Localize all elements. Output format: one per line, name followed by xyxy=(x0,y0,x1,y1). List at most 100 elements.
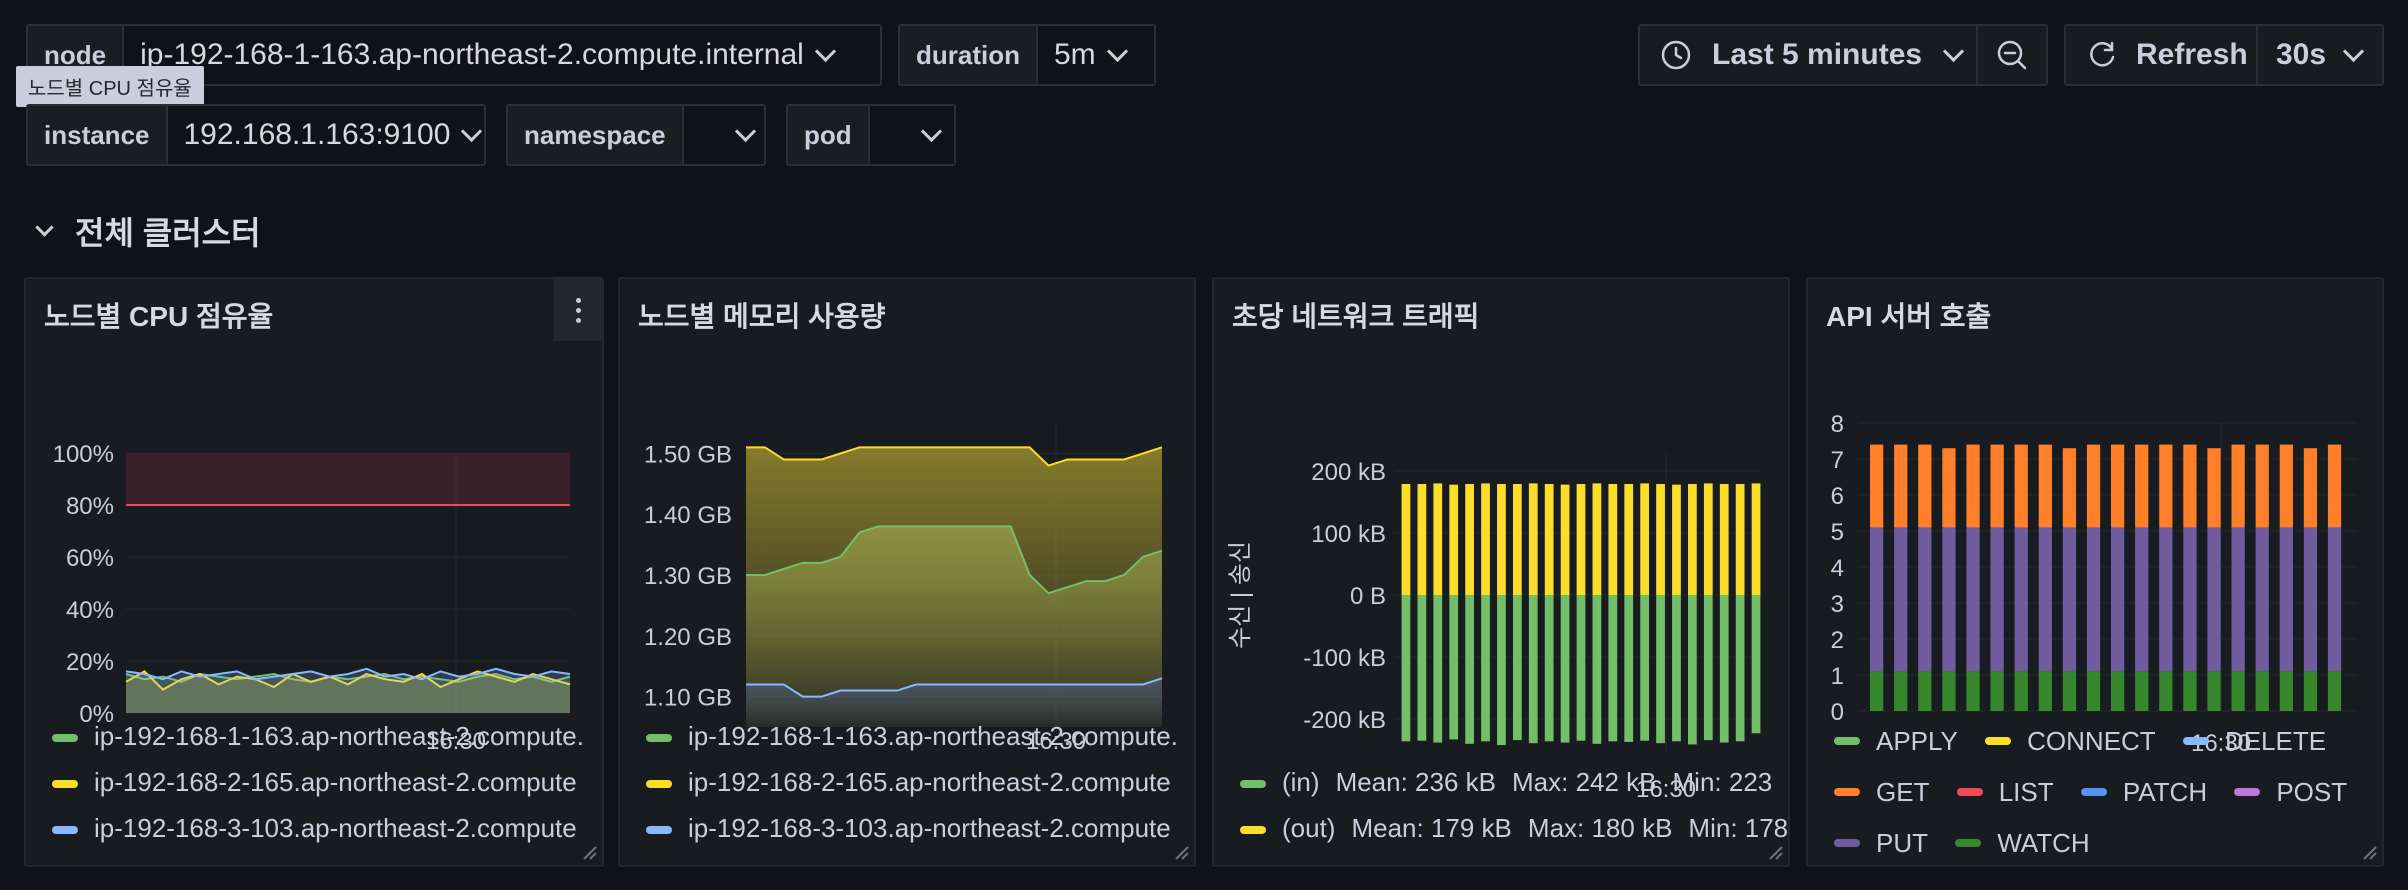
legend-item[interactable]: ip-192-168-1-163.ap-northeast-2.compute. xyxy=(646,713,1198,759)
y-tick-label: 5 xyxy=(1831,519,1844,546)
y-tick-label: 60% xyxy=(66,545,114,572)
row-header[interactable]: 전체 클러스터 xyxy=(35,208,261,254)
bar-get xyxy=(2159,444,2173,528)
bar-out xyxy=(1544,484,1554,595)
legend-item[interactable]: ip-192-168-2-165.ap-northeast-2.compute xyxy=(646,759,1198,805)
time-range-picker[interactable]: Last 5 minutes xyxy=(1638,24,1978,86)
legend: ip-192-168-1-163.ap-northeast-2.compute.… xyxy=(646,713,1198,851)
bar-out xyxy=(1735,484,1745,595)
legend-item[interactable]: (in) Mean: 236 kB Max: 242 kB Min: 223 xyxy=(1240,759,1792,805)
cpu-chart[interactable]: 100% 80% 60% 40% 20% 0% 16:30 xyxy=(26,343,602,763)
legend-swatch xyxy=(52,734,78,743)
bar-put xyxy=(2231,527,2245,672)
bar-out xyxy=(1481,483,1490,595)
bar-watch xyxy=(2086,671,2101,711)
bar-watch xyxy=(2207,671,2221,711)
legend-item[interactable]: LIST xyxy=(1956,769,2054,815)
panel-cpu[interactable]: 노드별 CPU 점유율 100% 80% 60% 40% 20% 0% 16:30 ip-1… xyxy=(24,277,604,867)
variable-instance[interactable]: instance 192.168.1.163:9100 xyxy=(26,104,486,166)
legend-label: APPLY xyxy=(1876,726,1958,756)
bar-out xyxy=(1417,484,1427,595)
legend-item[interactable]: WATCH xyxy=(1955,820,2090,866)
legend-swatch xyxy=(1240,780,1266,789)
bar-in xyxy=(1576,595,1586,741)
y-tick-label: 20% xyxy=(66,649,114,676)
bar-watch xyxy=(2062,671,2077,711)
legend-item[interactable]: POST xyxy=(2234,769,2347,815)
bar-in xyxy=(1417,595,1427,741)
zoom-out-button[interactable] xyxy=(1976,24,2048,86)
bar-in xyxy=(1703,595,1713,741)
bar-out xyxy=(1401,484,1411,595)
bar-watch xyxy=(2135,671,2149,711)
legend-item[interactable]: DELETE xyxy=(2182,718,2326,764)
y-tick-label: 4 xyxy=(1831,555,1844,582)
bar-out xyxy=(1640,483,1650,595)
duration-select[interactable]: 5m xyxy=(1038,26,1141,84)
duration-value: 5m xyxy=(1054,38,1096,71)
resize-handle-icon[interactable] xyxy=(2360,843,2378,861)
y-tick-label: 3 xyxy=(1831,591,1844,618)
legend-item[interactable]: PATCH xyxy=(2080,769,2207,815)
bar-get xyxy=(1870,444,1884,528)
bar-watch xyxy=(1870,671,1884,711)
y-tick-label: 1 xyxy=(1831,663,1844,690)
variable-duration[interactable]: duration 5m xyxy=(898,24,1156,86)
legend-item[interactable]: APPLY xyxy=(1834,718,1958,764)
resize-handle-icon[interactable] xyxy=(580,843,598,861)
bar-out xyxy=(1512,484,1522,595)
resize-handle-icon[interactable] xyxy=(1172,843,1190,861)
legend-item[interactable]: ip-192-168-1-163.ap-northeast-2.compute. xyxy=(52,713,612,759)
bar-put xyxy=(2327,527,2342,672)
y-tick-label: 1.20 GB xyxy=(644,624,732,651)
refresh-interval-value: 30s xyxy=(2276,38,2327,71)
refresh-label: Refresh xyxy=(2136,38,2248,71)
refresh-interval-picker[interactable]: 30s xyxy=(2256,24,2384,86)
y-tick-label: 1.40 GB xyxy=(644,502,732,529)
panel-network[interactable]: 초당 네트워크 트래픽 200 kB 100 kB 0 B -100 kB -200 k… xyxy=(1212,277,1790,867)
resize-handle-icon[interactable] xyxy=(1766,843,1784,861)
legend-item[interactable]: PUT xyxy=(1834,820,1928,866)
bar-watch xyxy=(2231,671,2245,711)
legend-item[interactable]: ip-192-168-2-165.ap-northeast-2.compute xyxy=(52,759,612,805)
legend-item[interactable]: (out) Mean: 179 kB Max: 180 kB Min: 178 xyxy=(1240,805,1792,851)
instance-select[interactable]: 192.168.1.163:9100 xyxy=(168,106,496,164)
legend-item[interactable]: ip-192-168-3-103.ap-northeast-2.compute xyxy=(52,805,612,851)
bar-watch xyxy=(1942,671,1956,711)
legend-item[interactable]: CONNECT xyxy=(1985,718,2156,764)
legend-label: POST xyxy=(2276,777,2348,807)
variable-label: pod xyxy=(788,106,870,164)
time-range-label: Last 5 minutes xyxy=(1712,38,1923,71)
panel-memory[interactable]: 노드별 메모리 사용량 1.50 GB 1.40 GB 1.30 GB 1.20 GB… xyxy=(618,277,1196,867)
memory-chart[interactable]: 1.50 GB 1.40 GB 1.30 GB 1.20 GB 1.10 GB 16:30 xyxy=(620,343,1194,763)
bar-put xyxy=(2255,527,2269,672)
variable-pod[interactable]: pod xyxy=(786,104,956,166)
legend-label: ip-192-168-1-163.ap-northeast-2.compute. xyxy=(688,721,1178,751)
bar-out xyxy=(1719,484,1729,595)
panel-menu-button[interactable] xyxy=(554,279,602,341)
network-chart[interactable]: 200 kB 100 kB 0 B -100 kB -200 kB 16:30 수신 | 송… xyxy=(1214,343,1788,803)
bar-in xyxy=(1624,595,1634,742)
bar-in xyxy=(1735,595,1745,742)
bar-watch xyxy=(2183,671,2197,711)
y-tick-label: 8 xyxy=(1831,411,1844,438)
threshold-region xyxy=(126,453,570,505)
legend-item[interactable]: GET xyxy=(1834,769,1929,815)
panel-title: 노드별 메모리 사용량 xyxy=(638,301,886,332)
legend-swatch xyxy=(1834,788,1860,796)
chevron-down-icon xyxy=(920,120,942,142)
node-select[interactable]: ip-192-168-1-163.ap-northeast-2.compute.… xyxy=(124,26,849,84)
bar-in xyxy=(1481,595,1490,742)
refresh-button[interactable]: Refresh xyxy=(2064,24,2258,86)
legend-label: PUT xyxy=(1876,828,1928,858)
panel-api[interactable]: API 서버 호출 8 7 6 5 4 3 2 1 0 16:30 APPLY CONNECT D… xyxy=(1806,277,2384,867)
pod-select[interactable] xyxy=(870,106,955,164)
legend-item[interactable]: ip-192-168-3-103.ap-northeast-2.compute xyxy=(646,805,1198,851)
bar-out xyxy=(1465,484,1474,595)
chevron-down-icon xyxy=(814,40,836,62)
namespace-select[interactable] xyxy=(684,106,769,164)
legend-swatch xyxy=(1955,839,1982,847)
variable-namespace[interactable]: namespace xyxy=(506,104,766,166)
y-tick-label: 100 kB xyxy=(1311,521,1386,548)
